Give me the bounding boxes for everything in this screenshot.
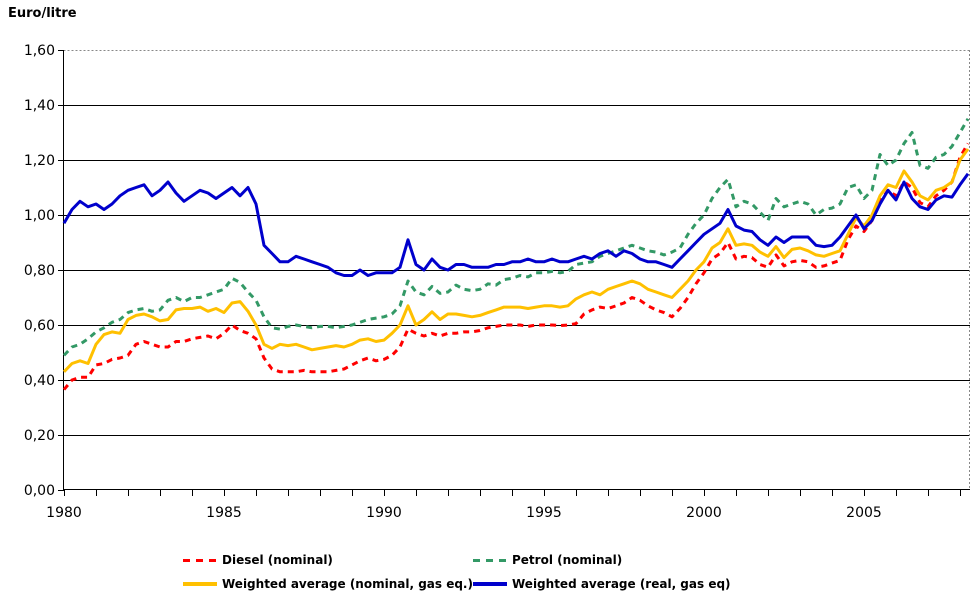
legend-swatch-petrol-dashed-green — [473, 558, 507, 562]
x-tick-label: 1995 — [526, 505, 562, 521]
legend-label-weighted-real: Weighted average (real, gas eq) — [512, 577, 731, 591]
series-line-1 — [62, 118, 970, 357]
legend-label-petrol: Petrol (nominal) — [512, 553, 623, 567]
x-tick-label: 2000 — [686, 505, 722, 521]
plot-area: 0,00 0,20 0,40 0,60 0,80 1,00 1,20 1,40 1,60 1980… — [24, 43, 970, 521]
x-tick-label: 1990 — [366, 505, 402, 521]
x-tick-label: 1980 — [46, 505, 82, 521]
legend-item-weighted-average-real: Weighted average (real, gas eq) — [473, 577, 731, 591]
legend-item-diesel-nominal: Diesel (nominal) — [183, 553, 333, 567]
series-line-0 — [62, 142, 970, 391]
y-tick-label: 0,40 — [24, 373, 55, 389]
legend-item-weighted-average-nominal: Weighted average (nominal, gas eq.) — [183, 577, 473, 591]
series-line-2 — [62, 148, 970, 373]
legend-item-petrol-nominal: Petrol (nominal) — [473, 553, 622, 567]
series-line-3 — [62, 172, 970, 277]
y-tick-label: 0,20 — [24, 428, 55, 444]
y-tick-label: 1,20 — [24, 153, 55, 169]
y-tick-label: 1,00 — [24, 208, 55, 224]
legend-swatch-weighted-real-solid-blue — [473, 582, 507, 586]
y-axis-unit-label: Euro/litre — [8, 6, 77, 21]
x-tick-label: 1985 — [206, 505, 242, 521]
legend-swatch-diesel-dashed-red — [183, 558, 217, 562]
y-tick-label: 1,40 — [24, 98, 55, 114]
legend-label-weighted-nominal: Weighted average (nominal, gas eq.) — [222, 577, 473, 591]
x-tick-label: 2005 — [846, 505, 882, 521]
legend-swatch-weighted-nominal-solid-yellow — [183, 582, 217, 586]
y-tick-label: 0,80 — [24, 263, 55, 279]
y-tick-label: 0,00 — [24, 483, 55, 499]
y-tick-label: 0,60 — [24, 318, 55, 334]
legend-label-diesel: Diesel (nominal) — [222, 553, 333, 567]
y-tick-label: 1,60 — [24, 43, 55, 59]
